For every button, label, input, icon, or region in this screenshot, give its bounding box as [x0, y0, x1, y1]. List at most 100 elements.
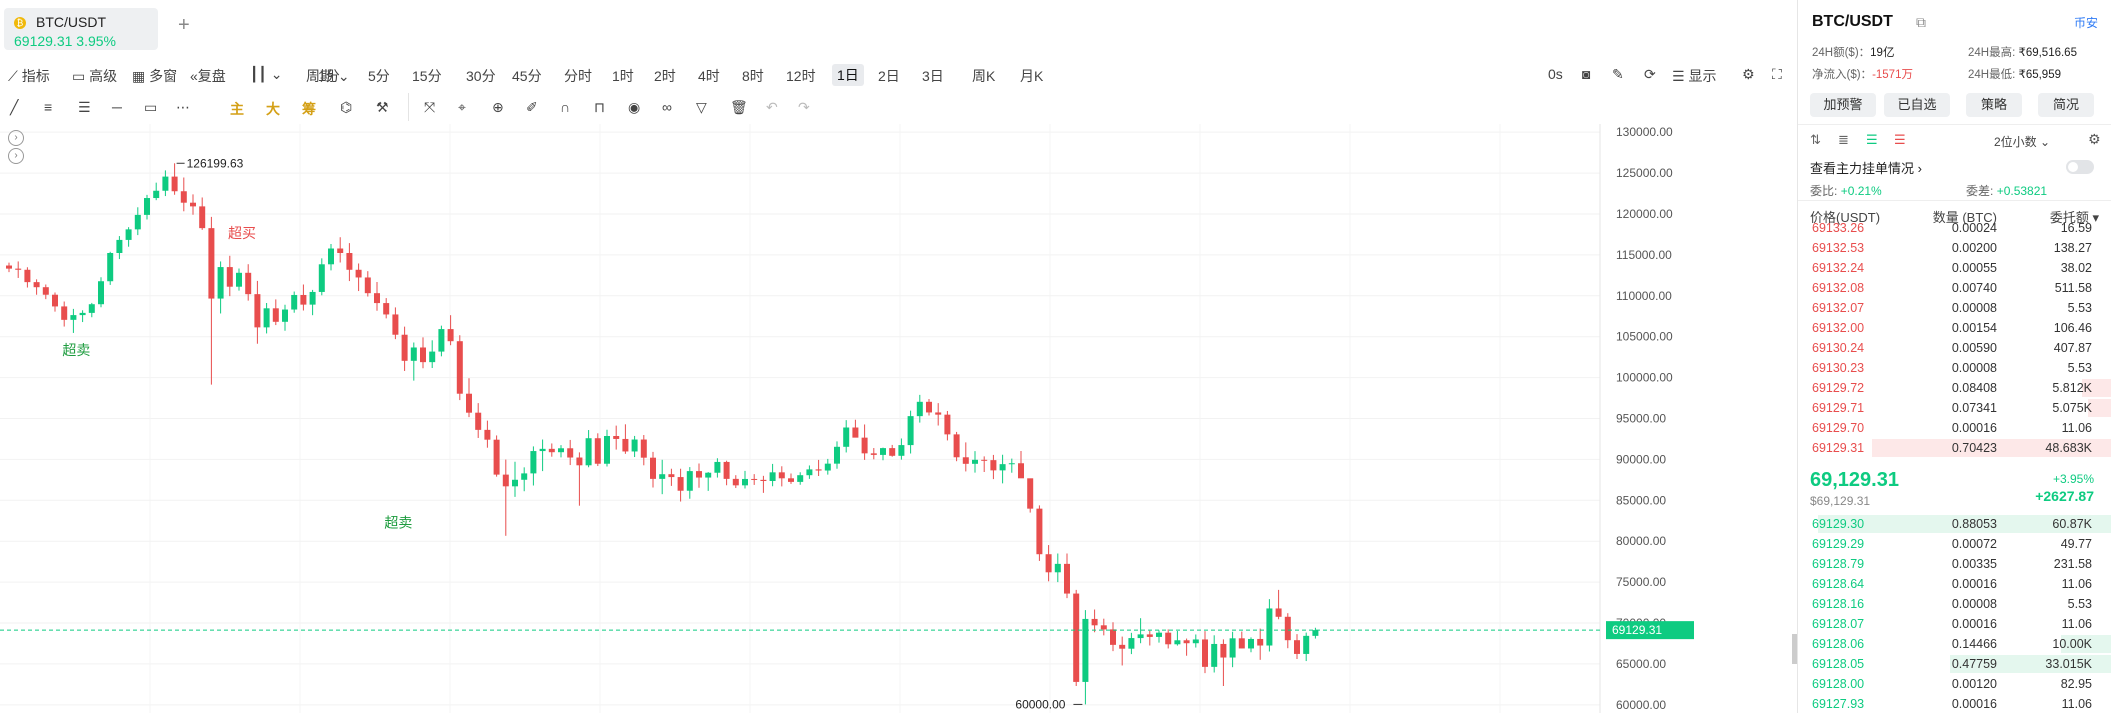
- cursor-icon[interactable]: ⤧: [424, 99, 436, 115]
- candlestick-chart[interactable]: 130000.00 125000.00 120000.00 115000.00 1100…: [0, 124, 1720, 713]
- decimals-dropdown[interactable]: 2位小数 ⌄: [1994, 135, 2051, 149]
- redo-icon[interactable]: ↷: [798, 99, 810, 115]
- orderbook-settings-icon[interactable]: ⚙: [2088, 131, 2101, 147]
- candle-body: [61, 306, 68, 320]
- link-icon[interactable]: ∞: [662, 99, 672, 115]
- add-tab-button[interactable]: +: [178, 14, 190, 36]
- indicators-button[interactable]: ⟋ 指标: [8, 68, 50, 84]
- interval-1[interactable]: 5分: [368, 68, 390, 84]
- ask-row[interactable]: 69129.31 0.70423 48.683K: [1798, 438, 2111, 458]
- interval-0[interactable]: 1分: [318, 68, 340, 84]
- interval-6[interactable]: 1时: [612, 68, 634, 84]
- expand-panel-icon[interactable]: ›: [8, 130, 24, 146]
- copy-icon[interactable]: ⧉: [1916, 14, 1926, 30]
- main-indicator-toggle[interactable]: 主: [230, 101, 244, 117]
- bid-row[interactable]: 69129.29 0.00072 49.77: [1798, 534, 2111, 554]
- highlighter-icon[interactable]: ✐: [526, 99, 538, 115]
- chip-indicator-toggle[interactable]: 筹: [302, 101, 316, 117]
- settings-icon[interactable]: ⚙: [1742, 66, 1755, 82]
- refresh-icon[interactable]: ⟳: [1644, 66, 1656, 82]
- ask-row[interactable]: 69132.07 0.00008 5.53: [1798, 298, 2111, 318]
- interval-4[interactable]: 45分: [512, 68, 542, 84]
- horizontal-line-icon[interactable]: ─: [112, 99, 122, 115]
- panel-resize-handle[interactable]: [1792, 634, 1798, 664]
- fib-lines-icon[interactable]: ☰: [78, 99, 91, 115]
- ask-row[interactable]: 69130.24 0.00590 407.87: [1798, 338, 2111, 358]
- trash-icon[interactable]: 🗑: [730, 99, 748, 115]
- interval-2[interactable]: 15分: [412, 68, 442, 84]
- expand-indicator-icon[interactable]: ›: [8, 148, 24, 164]
- orderbook-bids-icon[interactable]: ≣: [1838, 132, 1849, 147]
- bid-row[interactable]: 69128.79 0.00335 231.58: [1798, 554, 2111, 574]
- order-amount: 82.95: [2060, 677, 2092, 691]
- interval-5[interactable]: 分时: [564, 68, 592, 84]
- add-alert-button[interactable]: 加预警: [1810, 93, 1876, 117]
- strategy-button[interactable]: 策略: [1966, 93, 2022, 117]
- ask-row[interactable]: 69129.72 0.08408 5.812K: [1798, 378, 2111, 398]
- fullscreen-icon[interactable]: ⛶: [1772, 66, 1782, 82]
- big-indicator-toggle[interactable]: 大: [266, 101, 280, 117]
- bid-row[interactable]: 69128.07 0.00016 11.06: [1798, 614, 2111, 634]
- ask-row[interactable]: 69129.71 0.07341 5.075K: [1798, 398, 2111, 418]
- interval-13[interactable]: 3日: [922, 68, 944, 84]
- camera-icon[interactable]: ◙: [1582, 66, 1591, 82]
- candle-body: [732, 478, 739, 486]
- orderbook-sell-icon[interactable]: ☰: [1894, 132, 1906, 147]
- orderbook-buy-icon[interactable]: ☰: [1866, 132, 1878, 147]
- ruler-icon[interactable]: ⋯: [176, 99, 190, 115]
- ask-row[interactable]: 69132.08 0.00740 511.58: [1798, 278, 2111, 298]
- advanced-button[interactable]: ▭ 高级: [72, 68, 118, 84]
- bid-row[interactable]: 69128.64 0.00016 11.06: [1798, 574, 2111, 594]
- watchlist-button[interactable]: 已自选: [1884, 93, 1950, 117]
- period-dropdown[interactable]: 周期 ⌄: [306, 68, 350, 84]
- interval-10[interactable]: 12时: [786, 68, 816, 84]
- bid-row[interactable]: 69128.16 0.00008 5.53: [1798, 594, 2111, 614]
- measure-icon[interactable]: ⌖: [458, 99, 466, 115]
- interval-12[interactable]: 2日: [878, 68, 900, 84]
- multi-window-button[interactable]: ▦ 多窗: [132, 68, 178, 84]
- undo-icon[interactable]: ↶: [766, 99, 778, 115]
- ask-row[interactable]: 69130.23 0.00008 5.53: [1798, 358, 2111, 378]
- magnet-icon[interactable]: ∩: [560, 99, 571, 115]
- orderbook-both-icon[interactable]: ⇅: [1810, 132, 1821, 147]
- price-chart[interactable]: 130000.00 125000.00 120000.00 115000.00 1100…: [0, 124, 1798, 713]
- overview-button[interactable]: 简况: [2038, 93, 2094, 117]
- header-amount[interactable]: 委托额 ▾: [2049, 210, 2099, 225]
- ask-row[interactable]: 69132.00 0.00154 106.46: [1798, 318, 2111, 338]
- tab-btc-usdt[interactable]: ₿ BTC/USDT 69129.31 3.95%: [4, 8, 158, 50]
- header-price: 价格(USDT): [1810, 210, 1881, 225]
- interval-8[interactable]: 4时: [698, 68, 720, 84]
- ask-row[interactable]: 69132.53 0.00200 138.27: [1798, 238, 2111, 258]
- display-button[interactable]: ☰ 显示: [1672, 68, 1717, 84]
- bid-row[interactable]: 69128.05 0.47759 33.015K: [1798, 654, 2111, 674]
- rectangle-icon[interactable]: ▭: [144, 99, 158, 115]
- parallel-lines-icon[interactable]: ≡: [44, 99, 53, 115]
- pen-icon[interactable]: ✎: [1612, 66, 1624, 82]
- filter-icon[interactable]: ▽: [696, 99, 707, 115]
- magic-icon[interactable]: ⌬: [340, 99, 353, 115]
- candle-type-button[interactable]: ┃┃ ⌄: [250, 66, 282, 83]
- interval-15[interactable]: 月K: [1020, 68, 1044, 84]
- eye-icon[interactable]: ◉: [628, 99, 641, 115]
- bid-row[interactable]: 69129.30 0.88053 60.87K: [1798, 514, 2111, 534]
- main-orders-link[interactable]: 查看主力挂单情况 ›: [1810, 161, 1922, 176]
- replay-button[interactable]: «复盘: [190, 68, 226, 84]
- ask-row[interactable]: 69133.26 0.00024 16.59: [1798, 222, 2111, 238]
- zoom-icon[interactable]: ⊕: [492, 99, 504, 115]
- interval-7[interactable]: 2时: [654, 68, 676, 84]
- ask-row[interactable]: 69129.70 0.00016 11.06: [1798, 418, 2111, 438]
- interval-14[interactable]: 周K: [972, 68, 996, 84]
- interval-3[interactable]: 30分: [466, 68, 496, 84]
- ask-row[interactable]: 69132.24 0.00055 38.02: [1798, 258, 2111, 278]
- trend-line-icon[interactable]: ╱: [10, 99, 19, 115]
- lock-icon[interactable]: ⊓: [594, 99, 605, 115]
- candle-body: [88, 304, 95, 313]
- bid-row[interactable]: 69128.06 0.14466 10.00K: [1798, 634, 2111, 654]
- exchange-link[interactable]: 币安: [2073, 16, 2098, 30]
- main-orders-toggle[interactable]: [2066, 160, 2094, 174]
- bid-row[interactable]: 69128.00 0.00120 82.95: [1798, 674, 2111, 694]
- bid-row[interactable]: 69127.93 0.00016 11.06: [1798, 694, 2111, 713]
- brush-icon[interactable]: ⚒: [376, 99, 389, 115]
- interval-9[interactable]: 8时: [742, 68, 764, 84]
- interval-11[interactable]: 1日: [832, 64, 864, 86]
